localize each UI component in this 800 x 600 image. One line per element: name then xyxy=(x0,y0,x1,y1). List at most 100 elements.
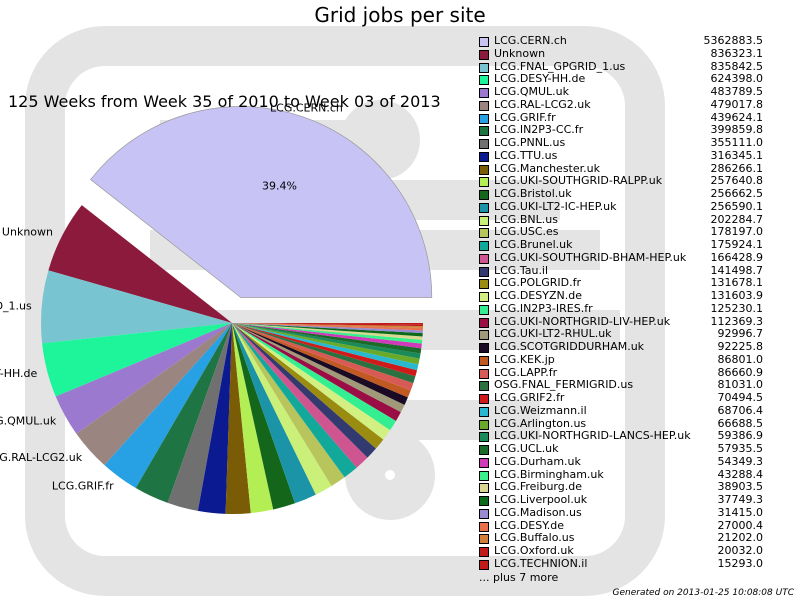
legend-value: 86801.0 xyxy=(717,352,764,366)
legend-label: LCG.UCL.uk xyxy=(494,442,559,455)
legend-item: OSG.FNAL_FERMIGRID.us 81031.0 xyxy=(479,378,763,392)
legend-label: LCG.GRIF2.fr xyxy=(494,391,565,404)
legend-label: LCG.POLGRID.fr xyxy=(494,276,582,290)
legend-value: 257640.8 xyxy=(710,174,764,188)
legend-swatch xyxy=(479,496,489,506)
legend-label: LCG.RAL-LCG2.uk xyxy=(494,97,591,111)
legend-value: 31415.0 xyxy=(717,505,764,519)
legend-value: 125230.1 xyxy=(710,301,764,315)
slice-label-lcg-qmul-uk: LCG.QMUL.uk xyxy=(0,415,57,428)
legend-item: LCG.Durham.uk 54349.3 xyxy=(479,454,764,469)
legend-swatch xyxy=(479,304,489,315)
legend-swatch xyxy=(479,215,489,226)
legend-value: 5362883.5 xyxy=(703,34,764,47)
legend-swatch xyxy=(479,355,489,366)
pie-slice-lcg-uki-northgrid-lancs-hep-uk xyxy=(232,323,421,359)
legend-swatch xyxy=(479,547,489,557)
legend-item: LCG.KEK.jp 86801.0 xyxy=(479,352,764,367)
legend-item: LCG.QMUL.uk 483789.5 xyxy=(479,85,764,99)
legend-item: LCG.Tau.il 141498.7 xyxy=(479,264,763,278)
legend-swatch xyxy=(479,49,489,60)
slice-label-lcg-desy-hh-de: LCG.DESY-HH.de xyxy=(0,367,38,380)
legend-swatch xyxy=(479,445,489,455)
legend-label: LCG.QMUL.uk xyxy=(494,85,569,98)
legend-label: LCG.IN2P3-IRES.fr xyxy=(494,301,593,315)
pie-slice-lcg-cern-ch xyxy=(90,106,433,298)
legend-label: LCG.GRIF.fr xyxy=(494,110,556,124)
pie-slice-lcg-scotgriddurham-uk xyxy=(232,323,408,405)
legend-label: LCG.CERN.ch xyxy=(494,34,567,47)
legend-swatch xyxy=(479,177,489,188)
pie-slice-lcg-birmingham-uk xyxy=(232,323,423,344)
legend-value: 624398.0 xyxy=(710,72,764,86)
legend: LCG.CERN.ch 5362883.5 Unknown 836323.1 LCG.F… xyxy=(479,34,764,584)
legend-label: LCG.Liverpool.uk xyxy=(494,493,588,506)
legend-value: 68706.4 xyxy=(717,403,764,417)
chart-title: Grid jobs per site xyxy=(314,3,486,27)
legend-value: 59386.9 xyxy=(717,429,764,443)
legend-value: 175924.1 xyxy=(710,238,764,251)
pie-slice-lcg-desy-de xyxy=(232,323,423,331)
legend-swatch xyxy=(479,559,489,570)
pie-slices xyxy=(41,106,433,515)
legend-swatch xyxy=(479,202,489,213)
legend-swatch xyxy=(479,266,489,277)
legend-value: 20032.0 xyxy=(717,544,764,557)
legend-label: LCG.Birmingham.uk xyxy=(494,467,604,481)
legend-label: LCG.UKI-NORTHGRID-LIV-HEP.uk xyxy=(494,314,671,328)
legend-item: LCG.TECHNION.il 15293.0 xyxy=(479,557,763,571)
legend-item: LCG.LAPP.fr 86660.9 xyxy=(479,365,763,380)
legend-swatch xyxy=(479,406,489,417)
legend-item: LCG.Arlington.us 66688.5 xyxy=(479,416,764,431)
pie-slice-lcg-kek-jp xyxy=(232,323,411,398)
legend-value: 483789.5 xyxy=(710,85,764,98)
legend-swatch xyxy=(479,88,489,98)
pie-slice-lcg-arlington-us xyxy=(232,323,420,365)
legend-swatch xyxy=(479,483,489,494)
legend-value: 21202.0 xyxy=(717,531,764,545)
legend-value: 37749.3 xyxy=(717,493,764,506)
pie-slice-lcg-uki-northgrid-liv-hep-uk xyxy=(232,323,401,421)
legend-item: LCG.CERN.ch 5362883.5 xyxy=(479,34,764,48)
legend-swatch xyxy=(479,368,489,379)
legend-value: 27000.4 xyxy=(717,518,764,532)
slice-percent-label: 39.4% xyxy=(262,180,297,193)
pie-slice-lcg-in2p3-ires-fr xyxy=(232,323,397,431)
pie-slice-lcg-bnl-us xyxy=(232,323,332,495)
legend-label: LCG.Brunel.uk xyxy=(494,238,573,251)
legend-swatch xyxy=(479,457,489,468)
pie-slice-unknown xyxy=(48,205,233,323)
legend-label: LCG.UKI-SOUTHGRID-BHAM-HEP.uk xyxy=(494,250,687,264)
legend-swatch xyxy=(479,508,489,519)
legend-more-label: ... plus 7 more xyxy=(479,570,559,584)
legend-swatch xyxy=(479,151,489,162)
legend-label: LCG.LAPP.fr xyxy=(494,365,558,379)
legend-value: 66688.5 xyxy=(717,416,764,430)
pie-slice-lcg-ttu-us xyxy=(197,323,232,514)
legend-value: 92225.8 xyxy=(717,340,764,353)
legend-item: LCG.USC.es 178197.0 xyxy=(479,225,763,239)
legend-swatch xyxy=(479,521,489,532)
legend-label: LCG.FNAL_GPGRID_1.us xyxy=(494,59,626,73)
legend-value: 479017.8 xyxy=(710,97,764,111)
legend-label: LCG.Madison.us xyxy=(494,505,582,519)
legend-item: LCG.Birmingham.uk 43288.4 xyxy=(479,467,763,482)
legend-item: LCG.UKI-NORTHGRID-LIV-HEP.uk 112369.3 xyxy=(479,314,763,329)
legend-item: LCG.UKI-LT2-IC-HEP.uk 256590.1 xyxy=(479,200,763,214)
legend-item: LCG.DESY-HH.de 624398.0 xyxy=(479,72,764,86)
pie-slice-lcg-uki-lt2-rhul-uk xyxy=(232,323,405,413)
pie-slice-lcg-qmul-uk xyxy=(55,323,232,434)
legend-value: 166428.9 xyxy=(710,250,764,264)
legend-item: LCG.Liverpool.uk 37749.3 xyxy=(479,493,764,507)
pie-slice-lcg-in2p3-cc-fr xyxy=(135,323,232,503)
pie-slice-lcg-durham-uk xyxy=(232,323,422,349)
pie-slice-lcg-desy-hh-de xyxy=(42,323,232,397)
legend-swatch xyxy=(479,190,489,200)
legend-value: 316345.1 xyxy=(710,148,764,162)
legend-swatch xyxy=(479,62,489,73)
legend-item: LCG.TTU.us 316345.1 xyxy=(479,148,764,163)
legend-label: LCG.Buffalo.us xyxy=(494,531,575,545)
legend-label: LCG.UKI-SOUTHGRID-RALPP.uk xyxy=(494,174,663,188)
legend-value: 54349.3 xyxy=(717,454,764,468)
